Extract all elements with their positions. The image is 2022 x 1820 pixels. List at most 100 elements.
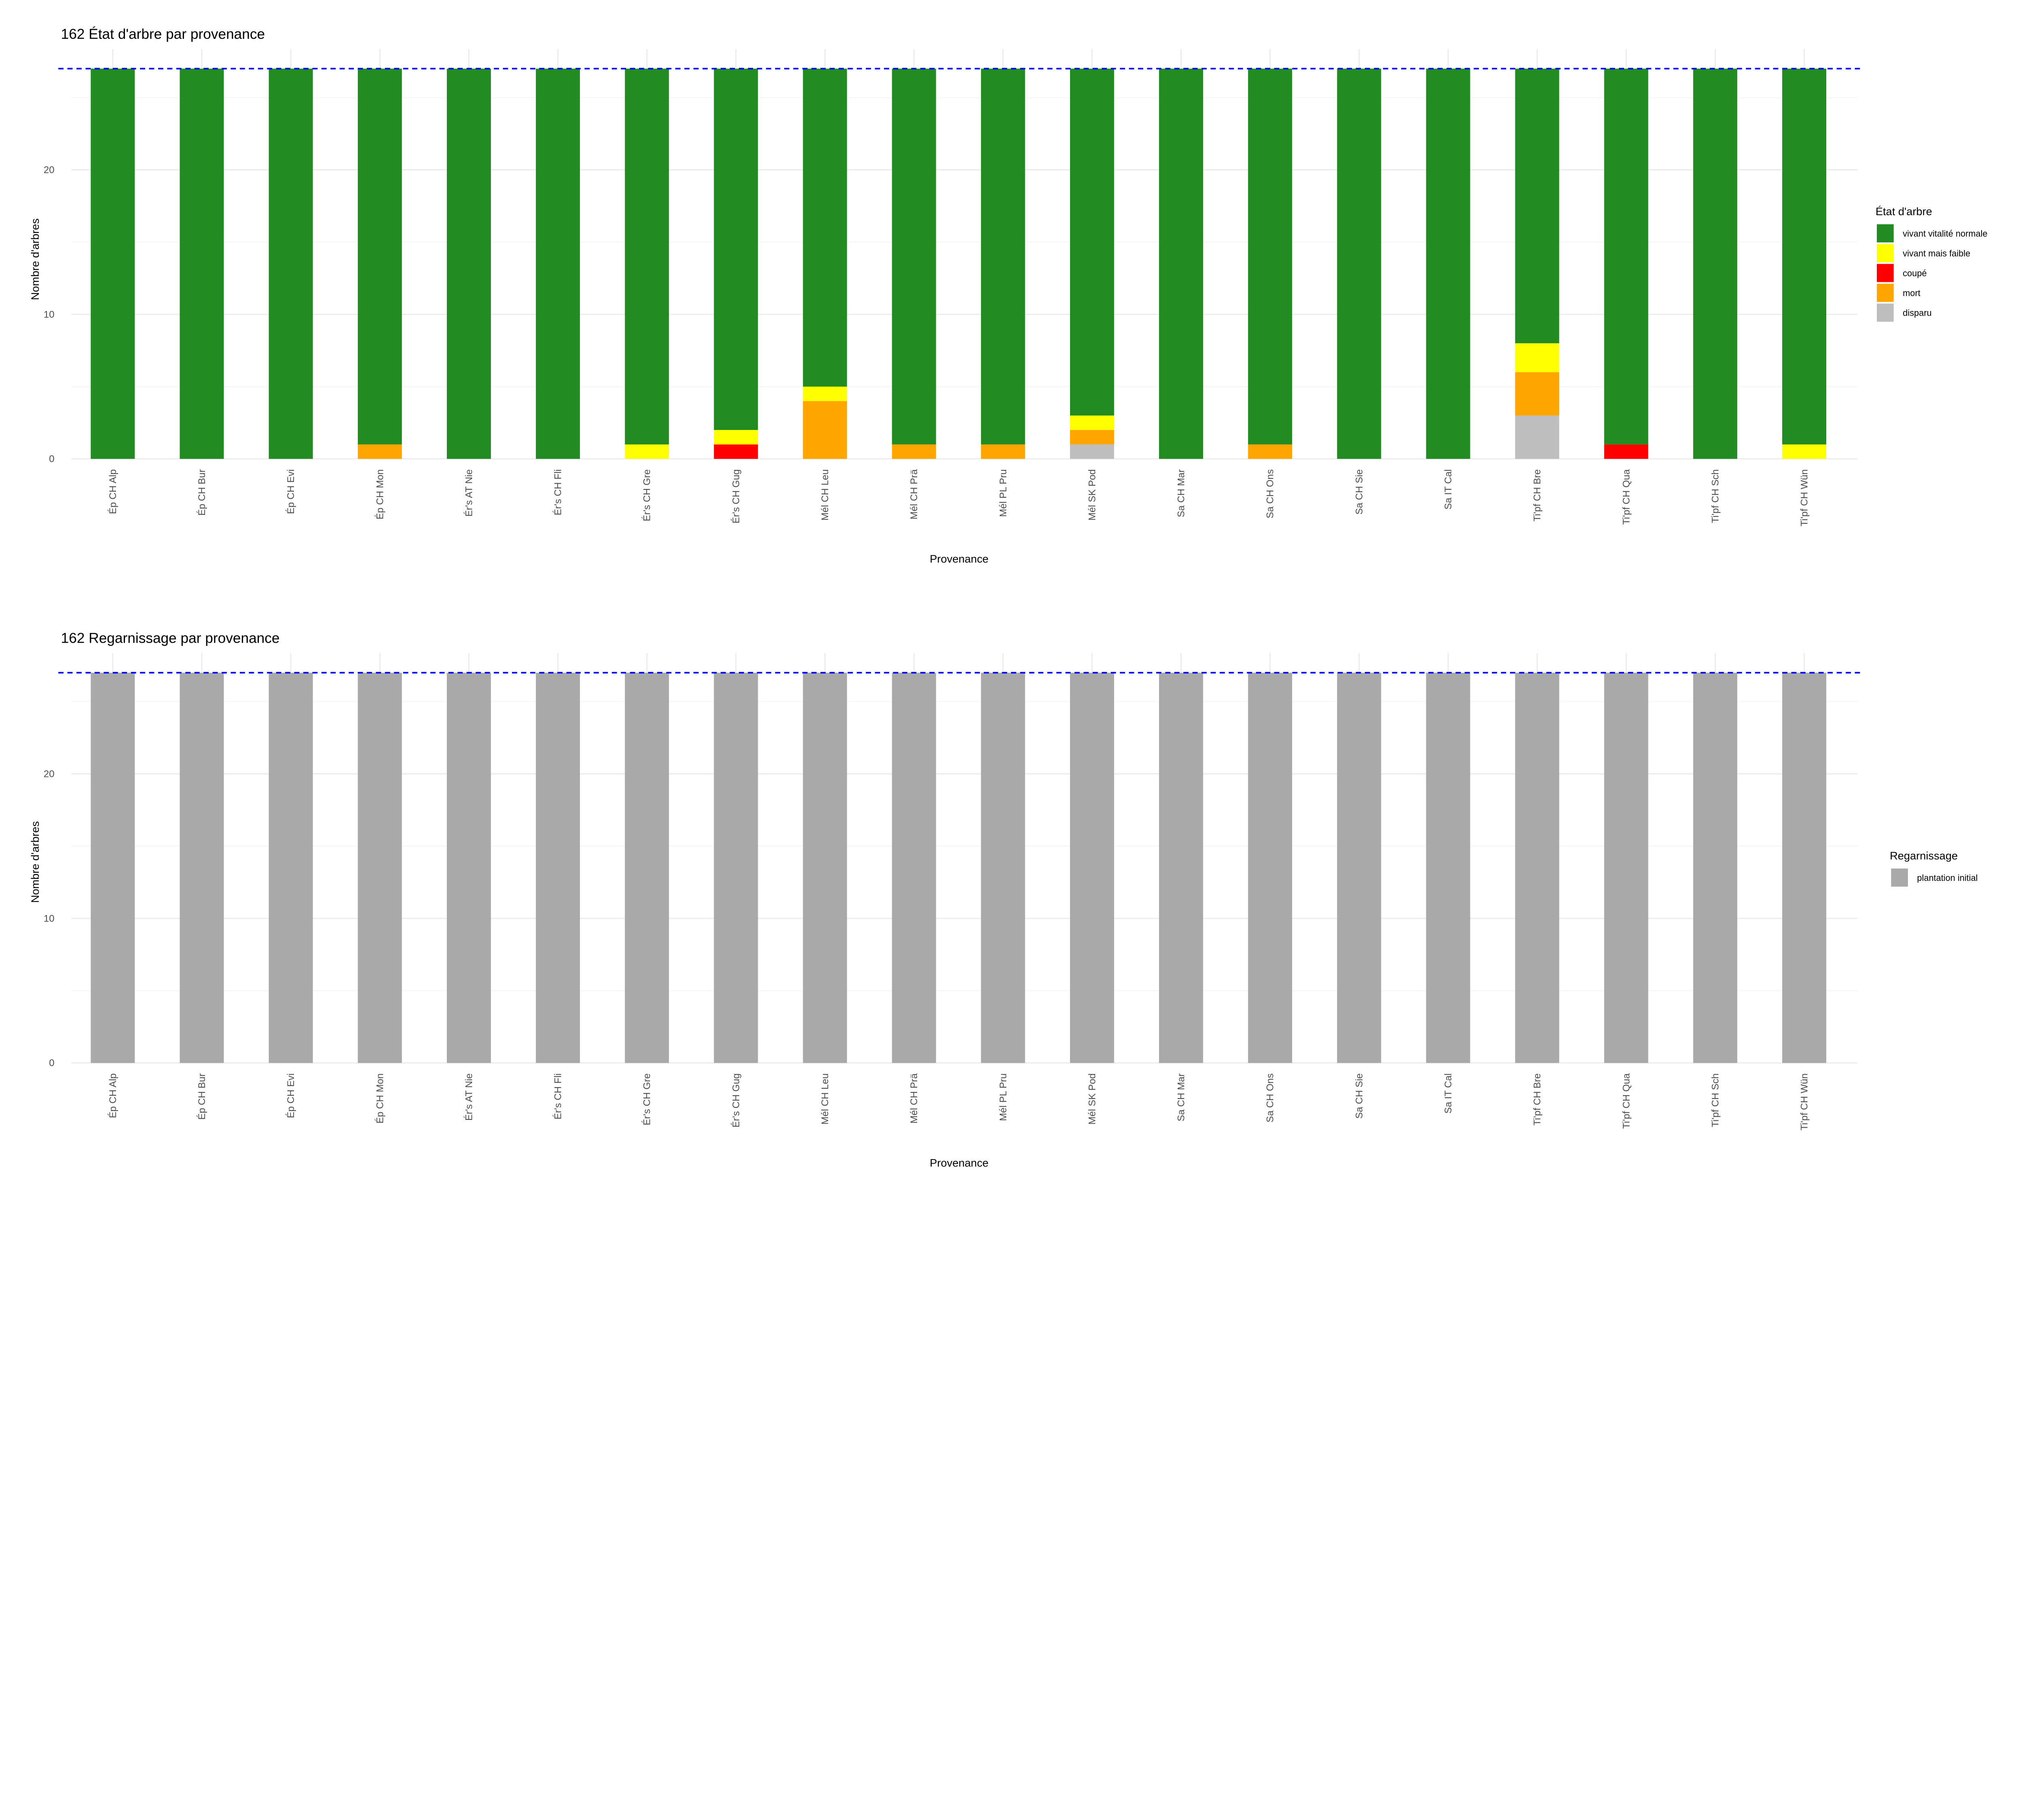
legend: Regarnissage plantation initial	[1890, 849, 1978, 887]
bar-segment	[1604, 444, 1648, 459]
y-tick-label: 20	[44, 165, 55, 176]
bar-segment	[91, 68, 135, 459]
x-tick-label: Ér's CH Fli	[553, 1073, 564, 1120]
bar-segment	[357, 68, 402, 444]
bar-segment	[1248, 673, 1292, 1063]
x-tick-label: Ép CH Mon	[374, 1073, 385, 1124]
x-tick-label: Ér's CH Fli	[553, 469, 564, 515]
x-tick-label: Ti'pf CH Qua	[1621, 469, 1632, 525]
legend-label: plantation initial	[1917, 873, 1978, 883]
bar-segment	[625, 68, 669, 444]
x-tick-label: Ér's AT Nie	[463, 1073, 474, 1121]
bar-segment	[714, 430, 758, 444]
bar-segment	[803, 386, 847, 401]
x-tick-label: Ép CH Evi	[286, 1073, 296, 1118]
chart-panel-1: 0 10 20 Ép CH Alp Ép CH Bur Ép CH Evi Ép CH Mo…	[29, 26, 1987, 565]
x-axis-label: Provenance	[930, 1157, 988, 1169]
bar-segment	[180, 68, 224, 459]
x-tick-label: Ér's CH Gug	[731, 469, 742, 523]
x-tick-label: Ti'pf CH Sch	[1710, 1073, 1721, 1127]
bar-segment	[1782, 68, 1827, 444]
legend-swatch	[1877, 224, 1894, 243]
y-tick-label: 0	[49, 1058, 54, 1069]
x-tick-label: Mél CH Prä	[909, 1073, 920, 1124]
y-axis-label: Nombre d'arbres	[29, 821, 41, 903]
gridlines	[71, 653, 1857, 1064]
bar-segment	[981, 68, 1025, 444]
x-tick-label: Mél CH Prä	[909, 469, 920, 520]
y-axis-label: Nombre d'arbres	[29, 218, 41, 300]
x-tick-label: Sa CH Ons	[1265, 1073, 1276, 1122]
bar-segment	[1515, 415, 1559, 459]
bar-segment	[803, 68, 847, 387]
bar-segment	[714, 673, 758, 1063]
x-tick-label: Mél CH Leu	[820, 1073, 831, 1125]
x-tick-label: Sa IT Cal	[1443, 469, 1454, 510]
legend-title: État d'arbre	[1876, 205, 1932, 218]
bar-segment	[1782, 673, 1827, 1063]
bar-segment	[1159, 68, 1203, 459]
bar-segment	[1070, 444, 1114, 459]
bar-segment	[892, 444, 936, 459]
x-tick-label: Ép CH Bur	[197, 1073, 207, 1120]
x-tick-label: Ti'pf CH Wün	[1799, 1073, 1810, 1130]
bar-segment	[1515, 372, 1559, 416]
x-tick-label: Mél SK Pod	[1087, 469, 1098, 521]
x-tick-label: Ti'pf CH Bre	[1532, 1073, 1543, 1126]
legend-swatch	[1877, 264, 1894, 282]
legend-swatch	[1877, 303, 1894, 322]
x-tick-label: Mél PL Pru	[998, 469, 1009, 517]
x-tick-label: Mél CH Leu	[820, 469, 831, 521]
bar-segment	[536, 673, 580, 1063]
x-tick-label: Sa CH Mar	[1176, 1073, 1187, 1122]
legend-swatch	[1891, 868, 1908, 887]
x-tick-label: Ti'pf CH Wün	[1799, 469, 1810, 526]
bar-segment	[625, 444, 669, 459]
bar-segment	[1248, 68, 1292, 444]
bars	[91, 68, 1827, 459]
bar-segment	[1070, 68, 1114, 416]
y-tick-label: 20	[44, 768, 55, 779]
x-tick-label: Sa CH Mar	[1176, 469, 1187, 517]
x-tick-label: Ér's AT Nie	[463, 469, 474, 516]
legend-title: Regarnissage	[1890, 849, 1958, 862]
bar-segment	[1337, 68, 1381, 459]
bar-segment	[357, 673, 402, 1063]
legend-label: vivant mais faible	[1903, 248, 1970, 258]
legend-label: vivant vitalité normale	[1903, 229, 1987, 239]
bar-segment	[803, 401, 847, 459]
x-tick-label: Sa CH Sie	[1354, 469, 1365, 514]
x-tick-label: Ép CH Mon	[374, 469, 385, 519]
bar-segment	[803, 673, 847, 1063]
x-tick-label: Ti'pf CH Qua	[1621, 1073, 1632, 1129]
bar-segment	[269, 68, 313, 459]
bar-segment	[1515, 68, 1559, 343]
bar-segment	[1693, 673, 1737, 1063]
bar-segment	[1693, 68, 1737, 459]
bar-segment	[1070, 673, 1114, 1063]
bar-segment	[180, 673, 224, 1063]
chart-panel-2: 0 10 20 Ép CH Alp Ép CH Bur Ép CH Evi Ép CH Mo…	[29, 631, 1978, 1169]
bar-segment	[714, 68, 758, 430]
legend-label: disparu	[1903, 308, 1931, 318]
bar-segment	[981, 444, 1025, 459]
bar-segment	[1248, 444, 1292, 459]
bars	[91, 673, 1827, 1063]
gridlines	[71, 49, 1857, 460]
bar-segment	[1159, 673, 1203, 1063]
y-tick-label: 10	[44, 309, 55, 320]
x-tick-label: Mél PL Pru	[998, 1073, 1009, 1121]
bar-segment	[357, 444, 402, 459]
bar-segment	[1515, 673, 1559, 1063]
bar-segment	[625, 673, 669, 1063]
x-tick-label: Ér's CH Gre	[642, 469, 653, 521]
y-tick-label: 10	[44, 913, 55, 924]
x-tick-label: Sa IT Cal	[1443, 1073, 1454, 1114]
bar-segment	[1070, 430, 1114, 444]
bar-segment	[1426, 68, 1470, 459]
x-tick-label: Ti'pf CH Bre	[1532, 469, 1543, 521]
bar-segment	[446, 68, 491, 459]
bar-segment	[91, 673, 135, 1063]
x-tick-label: Ép CH Alp	[108, 1073, 118, 1118]
x-tick-label: Mél SK Pod	[1087, 1073, 1098, 1125]
